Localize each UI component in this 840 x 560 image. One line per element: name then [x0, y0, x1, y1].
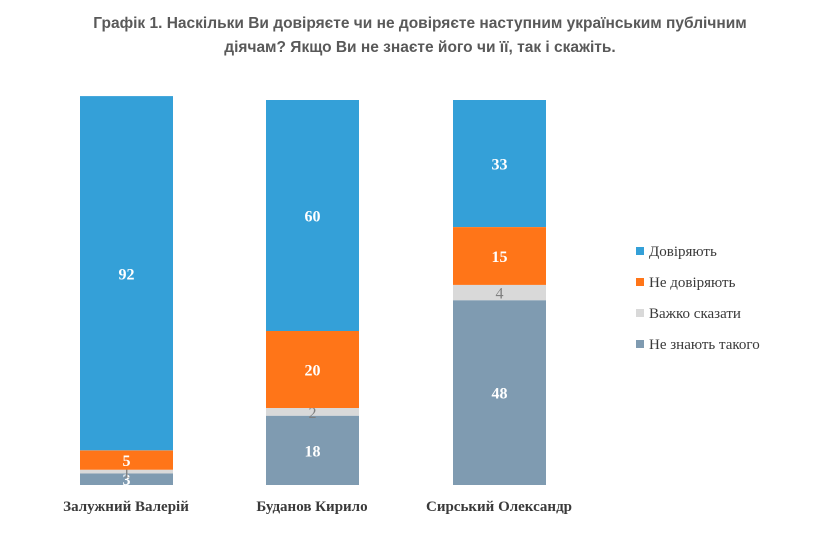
data-label-1-1: 2: [309, 405, 317, 422]
category-axis-labels: Залужний Валерій Буданов Кирило Сирський О…: [63, 499, 572, 515]
data-label-1-0: 18: [305, 443, 321, 460]
data-label-0-1: 1: [123, 465, 131, 482]
bar-segment-2-3: [453, 100, 546, 227]
legend-swatch-2: [636, 309, 644, 317]
bar-segment-0-0: [80, 473, 173, 485]
data-label-2-0: 48: [492, 386, 508, 403]
data-label-0-3: 92: [119, 266, 135, 283]
category-label-2: Сирський Олександр: [426, 499, 572, 515]
category-label-0: Залужний Валерій: [63, 499, 189, 515]
data-label-2-3: 33: [492, 157, 508, 174]
chart-title-line-2: діячам? Якщо Ви не знаєте його чи її, та…: [224, 39, 616, 56]
legend-swatch-1: [636, 278, 644, 286]
chart-title-line-1: Графік 1. Наскільки Ви довіряєте чи не д…: [93, 15, 747, 32]
legend-swatch-0: [636, 247, 644, 255]
chart-title: Графік 1. Наскільки Ви довіряєте чи не д…: [0, 12, 840, 60]
bar-segment-1-0: [266, 415, 359, 485]
data-label-2-2: 15: [492, 249, 508, 266]
data-label-0-0: 3: [123, 472, 131, 489]
legend-label-3: Не знають такого: [649, 337, 760, 353]
data-label-1-3: 60: [305, 209, 321, 226]
bar-segment-0-1: [80, 469, 173, 474]
data-label-0-2: 5: [123, 453, 131, 470]
legend-swatch-3: [636, 340, 644, 348]
bar-segment-2-2: [453, 227, 546, 285]
data-label-1-2: 20: [305, 363, 321, 380]
legend-label-0: Довіряють: [649, 244, 717, 260]
data-label-2-1: 4: [496, 286, 504, 303]
bar-segment-2-0: [453, 300, 546, 485]
bar-segment-2-1: [453, 284, 546, 301]
category-label-1: Буданов Кирило: [256, 499, 367, 515]
bar-segment-1-1: [266, 408, 359, 416]
legend-label-1: Не довіряють: [649, 275, 736, 291]
bar-segment-0-2: [80, 450, 173, 470]
legend: Довіряють Не довіряють Важко сказати Не зна…: [636, 244, 760, 353]
legend-label-2: Важко сказати: [649, 306, 741, 322]
bar-segment-1-3: [266, 100, 359, 331]
bar-segment-1-2: [266, 331, 359, 408]
bar-segment-0-3: [80, 96, 173, 451]
